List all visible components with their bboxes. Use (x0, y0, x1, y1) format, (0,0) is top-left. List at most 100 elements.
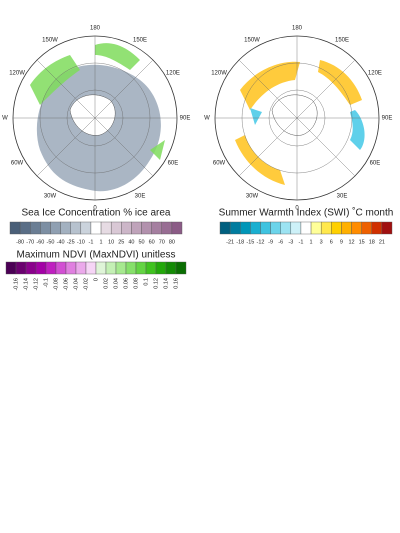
tick-label: -0.12 (33, 278, 39, 291)
color-box (45, 261, 57, 275)
tick-label: 60 (149, 239, 155, 245)
tick-label: 1 (310, 239, 313, 245)
color-box (25, 261, 37, 275)
longitude-label: W (204, 116, 210, 122)
color-box (75, 261, 87, 275)
right-map (214, 35, 380, 201)
tick-label: -0.08 (53, 278, 59, 291)
tick-label: 0.12 (153, 278, 159, 289)
color-box (105, 261, 117, 275)
color-box (381, 221, 393, 235)
legend-title: Summer Warmth Index (SWI) ˚C month (219, 207, 394, 219)
tick-label: -1 (298, 239, 303, 245)
color-box (260, 221, 271, 235)
tick-label: 9 (340, 239, 343, 245)
tick-label: 25 (118, 239, 124, 245)
longitude-label: 120E (166, 71, 180, 77)
tick-label: 0.08 (133, 278, 139, 289)
longitude-label: 90E (382, 116, 393, 122)
color-box (141, 221, 152, 235)
longitude-label: 60W (213, 161, 226, 167)
tick-label: 50 (138, 239, 144, 245)
color-box (65, 261, 77, 275)
color-box (9, 221, 21, 235)
longitude-label: 60W (11, 161, 24, 167)
color-box (310, 221, 322, 235)
color-box (35, 261, 47, 275)
tick-label: 1 (100, 239, 103, 245)
tick-label: 0.06 (123, 278, 129, 289)
tick-label: -0.16 (13, 278, 19, 291)
longitude-label: 150E (133, 38, 147, 44)
color-box (110, 221, 122, 235)
tick-label: 6 (330, 239, 333, 245)
longitude-label: 60E (370, 161, 381, 167)
color-box (290, 221, 302, 235)
tick-label: -0.02 (83, 278, 89, 291)
graticule (215, 36, 379, 200)
color-box (100, 221, 112, 235)
color-box (331, 221, 342, 235)
tick-label: -0.06 (63, 278, 69, 291)
tick-label: -6 (278, 239, 283, 245)
tick-label: 21 (379, 239, 385, 245)
tick-label: 12 (348, 239, 354, 245)
longitude-label: 150W (42, 38, 58, 44)
longitude-label: 30W (246, 194, 259, 200)
tick-label: 0.14 (163, 278, 169, 289)
color-box (229, 221, 241, 235)
tick-label: -0.1 (43, 278, 49, 287)
tick-label: -0.04 (73, 278, 79, 291)
tick-label: -60 (36, 239, 44, 245)
tick-label: -70 (26, 239, 34, 245)
longitude-label: 30E (337, 194, 348, 200)
longitude-label: 180 (292, 26, 303, 32)
color-box (175, 261, 187, 275)
longitude-label: 120W (211, 71, 227, 77)
tick-label: 3 (320, 239, 323, 245)
color-box (219, 221, 231, 235)
color-box (171, 221, 183, 235)
color-box (19, 221, 31, 235)
tick-label: 80 (169, 239, 175, 245)
land (271, 94, 318, 136)
color-box (270, 221, 281, 235)
tick-label: -18 (236, 239, 244, 245)
color-box (50, 221, 61, 235)
color-box (121, 221, 132, 235)
tick-label: -40 (57, 239, 65, 245)
tick-label: 10 (108, 239, 114, 245)
tick-label: -25 (67, 239, 75, 245)
color-box (60, 221, 71, 235)
color-box (155, 261, 167, 275)
longitude-label: 180 (90, 26, 101, 32)
tick-label: 40 (128, 239, 134, 245)
color-box (145, 261, 157, 275)
tick-label: -15 (246, 239, 254, 245)
color-box (240, 221, 251, 235)
color-box (80, 221, 92, 235)
ndvi-change (30, 43, 165, 160)
color-box (300, 221, 312, 235)
longitude-label: 90E (180, 116, 191, 122)
longitude-label: 0 (93, 206, 97, 212)
longitude-label: 0 (295, 206, 299, 212)
longitude-label: 30E (135, 194, 146, 200)
legend-title: Sea Ice Concentration % ice area (22, 208, 171, 219)
tick-label: -10 (77, 239, 85, 245)
color-box (30, 221, 41, 235)
color-box (85, 261, 97, 275)
longitude-label: 150E (335, 38, 349, 44)
longitude-label: 120W (9, 71, 25, 77)
tick-label: 0.04 (113, 278, 119, 289)
tick-label: -9 (268, 239, 273, 245)
tick-label: 18 (369, 239, 375, 245)
tick-label: 0.02 (103, 278, 109, 289)
tick-label: 0 (93, 278, 99, 281)
color-box (151, 221, 162, 235)
tick-label: -12 (256, 239, 264, 245)
color-box (55, 261, 67, 275)
tick-label: 0.1 (143, 278, 149, 286)
longitude-label: W (2, 116, 8, 122)
tick-label: 15 (359, 239, 365, 245)
